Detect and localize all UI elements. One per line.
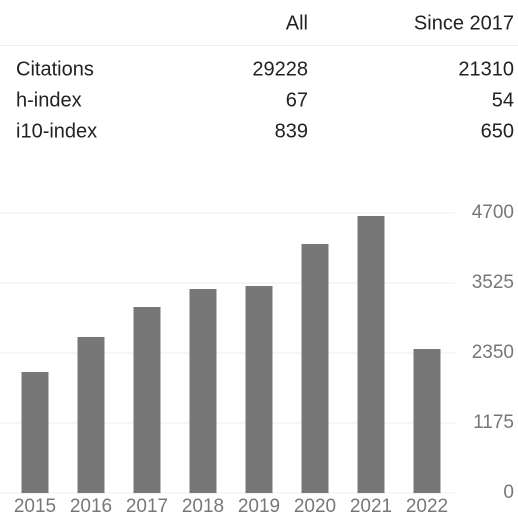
y-tick-label: 2350 [472, 342, 514, 363]
cell-value: 650 [481, 120, 514, 142]
column-header: All [286, 12, 308, 34]
x-tick-label: 2022 [406, 496, 448, 517]
cell-value: 21310 [458, 58, 514, 80]
bar [133, 307, 161, 493]
x-tick-label: 2016 [70, 496, 112, 517]
x-tick-label: 2017 [126, 496, 168, 517]
column-header: Since 2017 [414, 12, 514, 34]
cell-value: 54 [492, 89, 514, 111]
bar [413, 349, 441, 493]
bar [245, 285, 273, 493]
bar [301, 243, 329, 493]
bar [357, 215, 385, 493]
cell-value: 29228 [252, 58, 308, 80]
row-label: i10-index [16, 120, 97, 142]
bar [77, 336, 105, 493]
y-tick-label: 0 [503, 482, 514, 503]
row-label: h-index [16, 89, 82, 111]
x-tick-label: 2020 [294, 496, 336, 517]
cell-value: 839 [275, 120, 308, 142]
bar [21, 372, 49, 493]
row-label: Citations [16, 58, 94, 80]
x-tick-label: 2018 [182, 496, 224, 517]
y-tick-label: 3525 [472, 272, 514, 293]
x-tick-label: 2019 [238, 496, 280, 517]
x-tick-label: 2015 [14, 496, 56, 517]
y-tick-label: 1175 [473, 412, 514, 433]
x-tick-label: 2021 [350, 496, 392, 517]
y-tick-label: 4700 [472, 202, 514, 223]
cell-value: 67 [286, 89, 308, 111]
bar [189, 289, 217, 493]
